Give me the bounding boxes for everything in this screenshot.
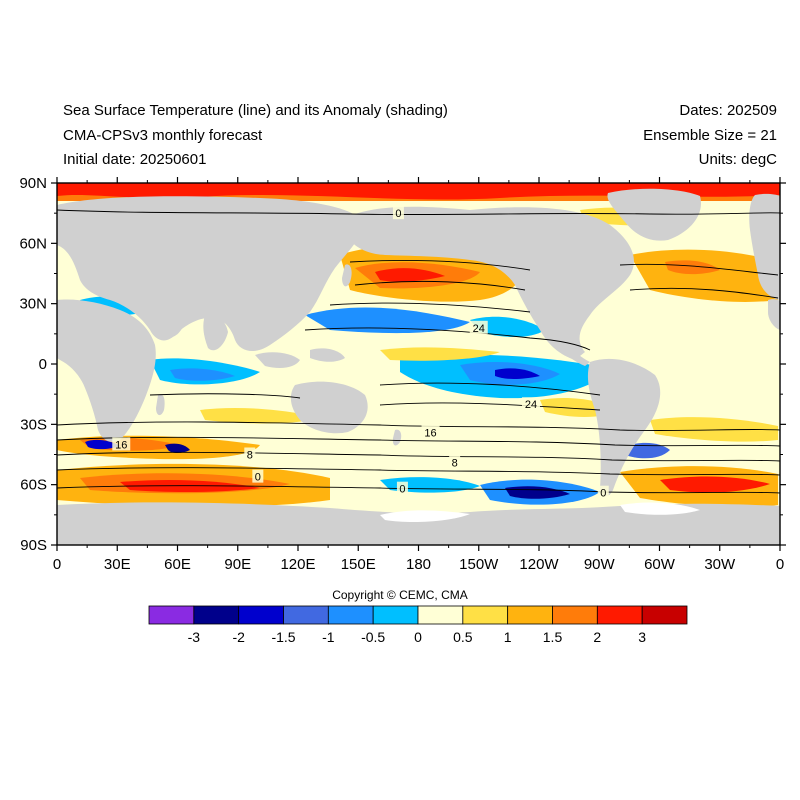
contour-label: 24 xyxy=(473,323,485,335)
australia xyxy=(290,381,368,434)
contour-label: 0 xyxy=(399,484,405,496)
colorbar-swatch xyxy=(552,605,598,625)
colorbar-swatch xyxy=(462,605,509,625)
antarctica xyxy=(57,502,780,545)
colorbar-swatch xyxy=(238,605,284,625)
contour-label-bg xyxy=(392,206,404,220)
south-america xyxy=(587,358,661,497)
greenland xyxy=(607,188,701,241)
lon-tick-label: 90E xyxy=(224,556,251,573)
contour-label-bg xyxy=(469,320,488,334)
colorbar-label: -2 xyxy=(232,629,245,645)
lon-tick-label: 120E xyxy=(280,556,315,573)
africa xyxy=(57,299,156,442)
contour-label-bg xyxy=(521,397,540,411)
lon-tick-label: 30E xyxy=(104,556,131,573)
contour-label: 0 xyxy=(255,472,261,484)
contour-label: 8 xyxy=(247,450,253,462)
colorbar-label: 0 xyxy=(414,629,422,645)
madagascar xyxy=(156,394,165,416)
lon-tick-label: 150W xyxy=(459,556,499,573)
colorbar-swatch xyxy=(417,605,464,625)
colorbar-label: -3 xyxy=(188,629,201,645)
colorbar-label: -0.5 xyxy=(361,629,385,645)
lon-tick-label: 150E xyxy=(341,556,376,573)
colorbar-swatch xyxy=(327,605,374,625)
latitude-axis: 90N 60N 30N 0 30S 60S 90S xyxy=(19,175,786,554)
lat-tick-label: 0 xyxy=(39,356,47,373)
initial-date: Initial date: 20250601 xyxy=(63,151,207,168)
lon-tick-label: 60E xyxy=(164,556,191,573)
colorbar-label: 2 xyxy=(593,629,601,645)
land-masses xyxy=(57,188,780,545)
contour-label: 24 xyxy=(525,399,537,411)
lon-tick-label: 60W xyxy=(644,556,676,573)
colorbar-swatch xyxy=(596,605,643,625)
anomaly-shading xyxy=(57,183,780,508)
lat-tick-label: 90S xyxy=(20,537,47,554)
lon-tick-label: 0 xyxy=(776,556,784,573)
colorbar-label: 3 xyxy=(638,629,646,645)
weddell-ice-shelf xyxy=(620,502,700,515)
contour-label-bg xyxy=(112,437,131,451)
ross-ice-shelf xyxy=(380,510,470,522)
central-america xyxy=(562,345,590,366)
north-america xyxy=(345,206,634,360)
lon-tick-label: 120W xyxy=(519,556,559,573)
contour-label-bg xyxy=(396,481,408,495)
india xyxy=(203,314,228,351)
contour-label-bg xyxy=(244,447,256,461)
contour-label-bg xyxy=(449,455,461,469)
colorbar-swatch xyxy=(507,605,553,625)
sst-contours xyxy=(57,209,780,494)
lon-tick-label: 180 xyxy=(406,556,431,573)
lon-tick-label: 90W xyxy=(584,556,616,573)
contour-label-bg xyxy=(252,469,264,483)
japan xyxy=(342,264,352,287)
colorbar-label: 1 xyxy=(504,629,512,645)
europe-right xyxy=(749,193,780,300)
copyright-text: Copyright © CEMC, CMA xyxy=(332,588,468,602)
eurasia xyxy=(57,196,365,352)
contour-label: 16 xyxy=(115,439,127,451)
new-zealand xyxy=(392,429,402,446)
colorbar-label: -1 xyxy=(322,629,335,645)
colorbar-label: 1.5 xyxy=(543,629,563,645)
anomaly-colorbar: -3 -2 -1.5 -1 -0.5 0 0.5 1 1.5 2 3 xyxy=(148,605,688,645)
colorbar-swatch xyxy=(193,605,240,625)
contour-label: 0 xyxy=(600,488,606,500)
colorbar-label: 0.5 xyxy=(453,629,473,645)
lat-tick-label: 60N xyxy=(19,235,47,252)
contour-label: 16 xyxy=(424,427,436,439)
forecast-dates: Dates: 202509 xyxy=(679,102,777,119)
lon-tick-label: 0 xyxy=(53,556,61,573)
lon-tick-label: 30W xyxy=(704,556,736,573)
contour-label-bg xyxy=(421,425,440,439)
units-label: Units: degC xyxy=(698,151,777,168)
colorbar-swatch xyxy=(148,605,195,625)
lat-tick-label: 30N xyxy=(19,296,47,313)
contour-label: 8 xyxy=(452,458,458,470)
colorbar-swatch xyxy=(372,605,419,625)
longitude-axis: 0 30E 60E 90E 120E 150E 180 150W 120W 90W 60W 30W 0 xyxy=(53,177,784,573)
lat-tick-label: 30S xyxy=(20,416,47,433)
colorbar-swatch xyxy=(641,605,688,625)
lat-tick-label: 60S xyxy=(20,477,47,494)
map-title: Sea Surface Temperature (line) and its A… xyxy=(63,102,448,119)
ensemble-size: Ensemble Size = 21 xyxy=(643,127,777,144)
lat-tick-label: 90N xyxy=(19,175,47,192)
arabia xyxy=(149,299,185,338)
model-name: CMA-CPSv3 monthly forecast xyxy=(63,127,263,144)
colorbar-swatch xyxy=(283,605,329,625)
maritime-continent xyxy=(255,352,300,368)
colorbar-label: -1.5 xyxy=(271,629,295,645)
contour-label-bg xyxy=(597,485,609,499)
contour-label: 0 xyxy=(395,208,401,220)
